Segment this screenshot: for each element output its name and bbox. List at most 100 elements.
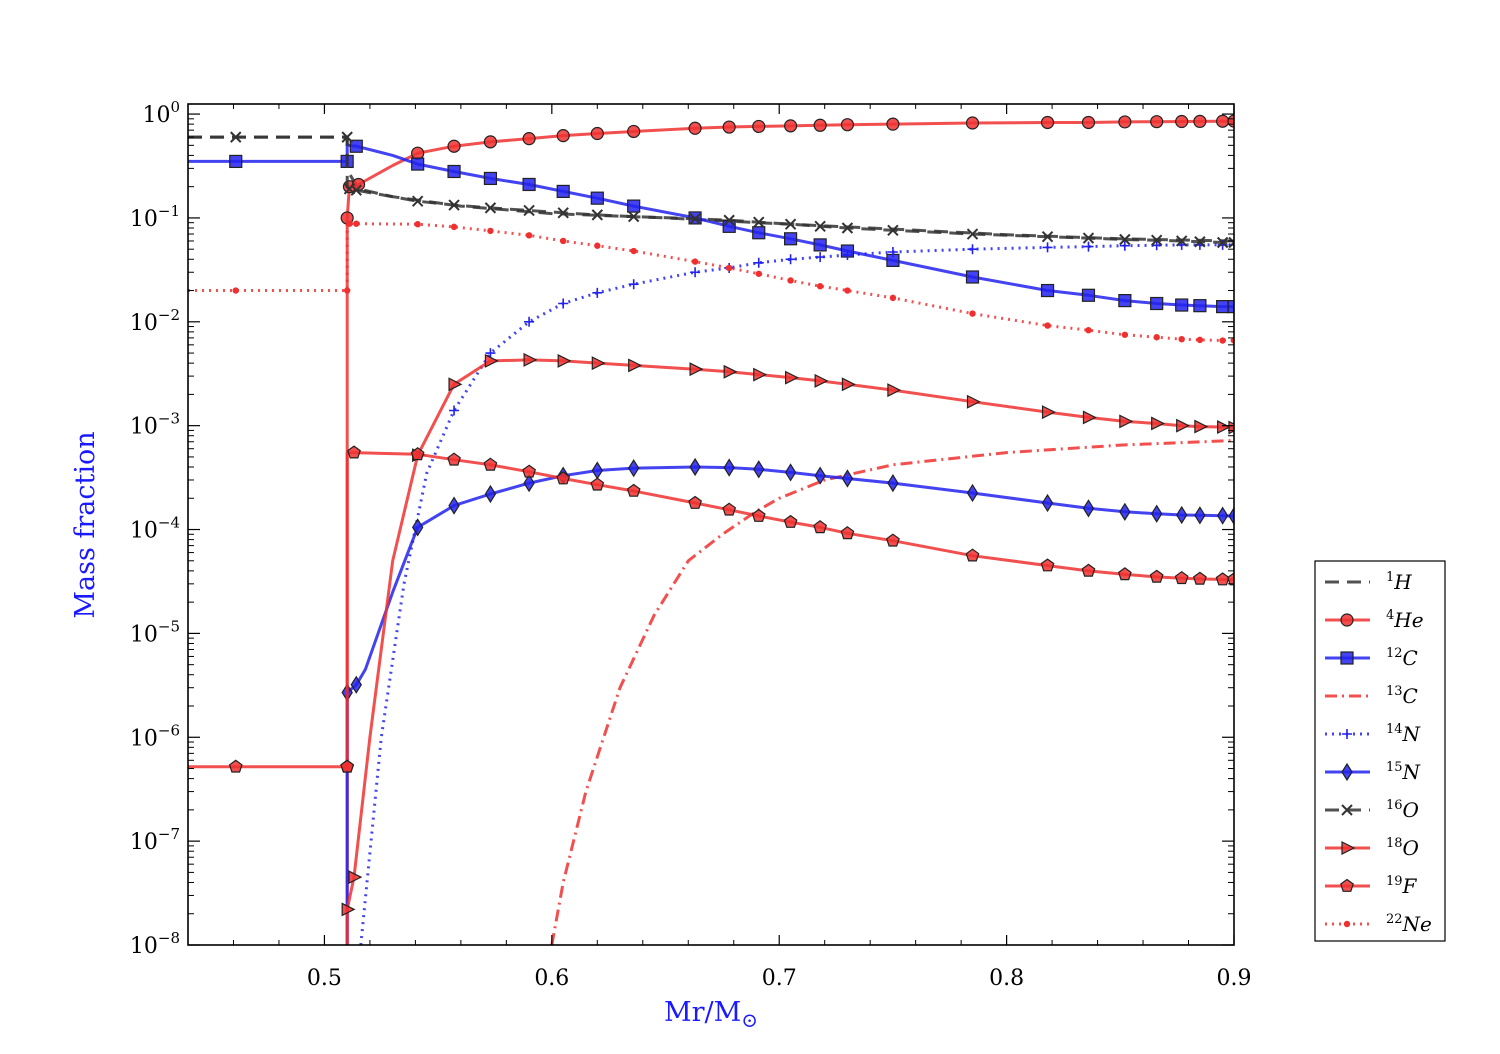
marker-15N-18 xyxy=(1082,499,1095,518)
marker-15N-9 xyxy=(689,457,701,477)
marker-22Ne-6 xyxy=(487,227,494,235)
marker-4He-21 xyxy=(1150,115,1164,129)
marker-22Ne-2 xyxy=(346,220,353,227)
marker-15N-16 xyxy=(966,483,979,503)
marker-12C-0 xyxy=(229,154,243,169)
marker-22Ne-23 xyxy=(1178,335,1185,343)
marker-16O-12 xyxy=(723,214,735,226)
marker-16O-10 xyxy=(627,210,640,223)
marker-16O-13 xyxy=(753,216,765,228)
marker-19F-11 xyxy=(688,495,703,509)
legend-marker-12C xyxy=(1340,651,1354,665)
marker-18O-1 xyxy=(348,870,363,885)
series-14N xyxy=(359,239,1234,945)
marker-14N-1 xyxy=(485,348,496,359)
marker-22Ne-22 xyxy=(1153,334,1160,341)
marker-19F-13 xyxy=(751,508,766,522)
legend-label-14N: 14N xyxy=(1386,722,1422,746)
marker-16O-9 xyxy=(591,209,604,221)
marker-19F-3 xyxy=(347,445,361,459)
marker-18O-18 xyxy=(1082,410,1097,425)
marker-4He-19 xyxy=(1081,115,1096,130)
y-tick-label-1: 10−1 xyxy=(130,202,180,232)
marker-16O-22 xyxy=(1150,234,1163,246)
marker-18O-22 xyxy=(1194,419,1209,434)
marker-19F-21 xyxy=(1117,567,1132,581)
x-tick-label-2: 0.7 xyxy=(762,966,797,991)
marker-4He-8 xyxy=(590,126,604,141)
marker-4He-14 xyxy=(813,118,827,132)
legend-frame xyxy=(1314,560,1446,942)
legend-entry-13C: 13C xyxy=(1325,684,1418,708)
legend-entry-15N: 15N xyxy=(1325,760,1422,784)
marker-18O-7 xyxy=(591,356,606,371)
series-13C xyxy=(550,439,1234,945)
marker-14N-14 xyxy=(1042,242,1053,253)
marker-15N-12 xyxy=(784,463,797,482)
marker-15N-3 xyxy=(448,496,460,515)
series-15N xyxy=(341,457,1234,945)
marker-16O-26 xyxy=(1228,236,1234,249)
marker-19F-5 xyxy=(447,452,461,466)
marker-22Ne-3 xyxy=(353,220,360,227)
x-axis-title: Mr/M⊙ xyxy=(664,997,758,1032)
marker-4He-24 xyxy=(1216,114,1230,128)
legend-marker-16O xyxy=(1341,804,1353,816)
marker-18O-21 xyxy=(1176,418,1191,433)
marker-22Ne-25 xyxy=(1219,337,1226,344)
marker-16O-6 xyxy=(484,202,497,214)
marker-19F-17 xyxy=(885,533,900,547)
series-line-19F xyxy=(188,451,1234,769)
marker-16O-23 xyxy=(1175,235,1188,247)
marker-14N-15 xyxy=(1083,241,1094,252)
marker-16O-24 xyxy=(1194,236,1206,248)
marker-22Ne-19 xyxy=(1044,322,1051,329)
marker-14N-10 xyxy=(815,252,826,263)
y-tick-label-4: 10−4 xyxy=(130,514,180,544)
marker-16O-8 xyxy=(557,207,569,219)
marker-15N-13 xyxy=(814,466,826,485)
marker-22Ne-17 xyxy=(889,294,897,302)
x-tick-label-1: 0.6 xyxy=(534,966,569,991)
legend-marker-22Ne xyxy=(1343,920,1351,928)
series-line-16O xyxy=(188,135,1234,244)
marker-4He-7 xyxy=(556,129,570,143)
marker-15N-4 xyxy=(484,484,497,504)
marker-22Ne-8 xyxy=(559,237,567,245)
marker-19F-18 xyxy=(965,548,980,562)
marker-12C-5 xyxy=(483,171,498,186)
marker-22Ne-15 xyxy=(816,283,824,290)
marker-22Ne-18 xyxy=(969,310,976,317)
y-tick-label-2: 10−2 xyxy=(130,306,180,336)
marker-4He-4 xyxy=(447,139,461,153)
marker-14N-6 xyxy=(690,267,701,278)
legend-entry-22Ne: 22Ne xyxy=(1325,912,1432,936)
legend-label-22Ne: 22Ne xyxy=(1386,912,1432,936)
marker-15N-23 xyxy=(1216,506,1229,525)
marker-12C-8 xyxy=(590,191,604,205)
marker-19F-7 xyxy=(522,464,537,478)
marker-18O-17 xyxy=(1041,405,1056,420)
marker-15N-8 xyxy=(627,459,640,478)
marker-18O-23 xyxy=(1217,420,1231,435)
marker-12C-4 xyxy=(447,164,461,179)
marker-15N-10 xyxy=(723,458,735,477)
marker-19F-15 xyxy=(813,520,828,534)
marker-12C-2 xyxy=(349,139,363,153)
marker-22Ne-1 xyxy=(343,287,351,294)
marker-18O-8 xyxy=(628,358,643,373)
marker-18O-10 xyxy=(723,364,738,379)
marker-18O-14 xyxy=(841,377,856,392)
marker-22Ne-11 xyxy=(691,258,699,265)
y-tick-label-7: 10−7 xyxy=(130,825,180,855)
marker-16O-17 xyxy=(887,224,899,237)
series-16O xyxy=(188,131,1234,249)
legend-entry-18O: 18O xyxy=(1325,836,1419,860)
marker-16O-15 xyxy=(814,220,826,233)
marker-4He-12 xyxy=(752,119,766,134)
marker-14N-2 xyxy=(524,316,535,327)
marker-4He-18 xyxy=(1040,115,1055,130)
series-line-14N xyxy=(359,243,1234,945)
plot-frame xyxy=(187,103,1235,946)
